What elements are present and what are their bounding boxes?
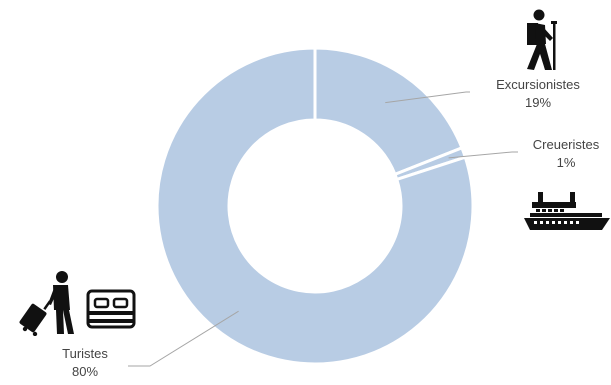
hiker-icon [527, 9, 557, 70]
leader-line-excursionistes [385, 91, 470, 104]
slice-percent: 1% [556, 155, 576, 170]
slice-percent: 80% [71, 364, 99, 379]
donut-slice-turistes [155, 46, 475, 366]
slice-percent: 19% [524, 95, 552, 110]
slice-label-creueristes: Creueristes 1% [516, 136, 611, 172]
leader-line-turistes [128, 310, 239, 367]
cruise-ship-icon [524, 192, 610, 230]
slice-name: Turistes [62, 346, 108, 361]
traveler-with-luggage-icon [19, 271, 74, 336]
donut-slice-excursionistes [313, 46, 464, 177]
slice-label-excursionistes: Excursionistes 19% [478, 76, 598, 112]
slice-name: Creueristes [532, 137, 600, 152]
bed-icon [86, 289, 136, 329]
leader-line-creueristes [448, 151, 518, 159]
slice-label-turistes: Turistes 80% [45, 345, 125, 381]
slice-name: Excursionistes [496, 77, 580, 92]
